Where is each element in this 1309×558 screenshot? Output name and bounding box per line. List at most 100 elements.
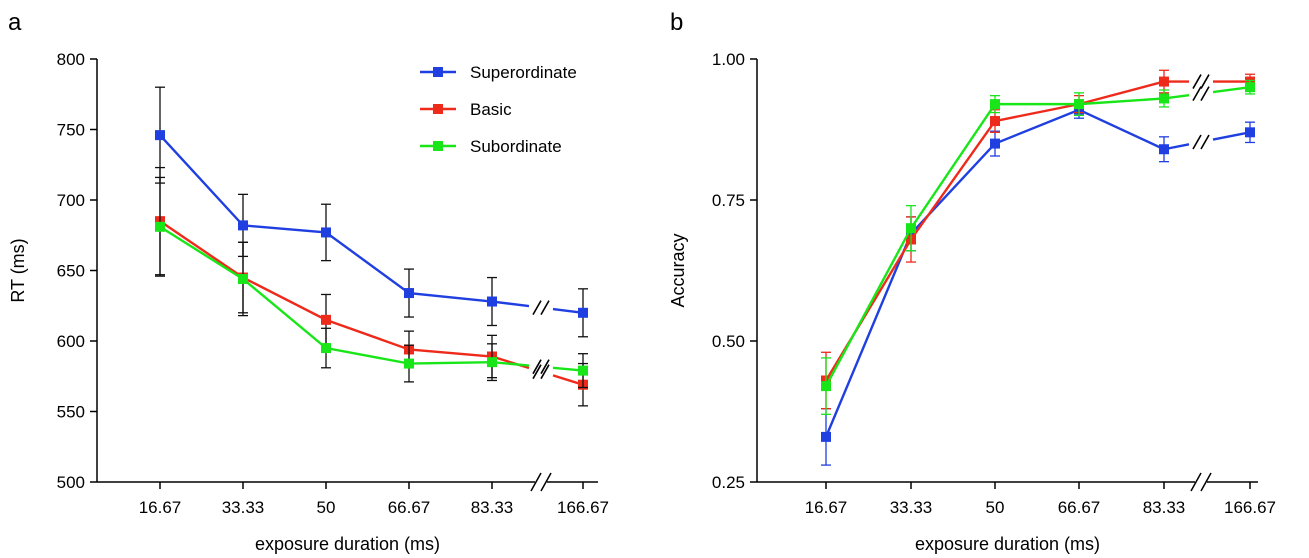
axis-break-mark	[1200, 472, 1212, 492]
data-point	[404, 358, 414, 369]
x-tick-label: 83.33	[471, 498, 514, 517]
series-break-mark	[532, 364, 542, 380]
panel-b-axes	[756, 59, 1258, 492]
y-tick-label: 0.75	[712, 191, 745, 210]
series-subordinate	[821, 79, 1255, 415]
data-point	[238, 273, 248, 284]
legend-marker	[433, 67, 443, 77]
panel-b: b 0.25 0.50 0.75 1.00 16.67 33.33 50 66.67 83.3…	[668, 9, 1276, 554]
y-tick-label: 550	[57, 403, 85, 422]
series-break-mark	[1192, 86, 1202, 102]
data-point	[238, 220, 248, 231]
data-point	[1245, 82, 1255, 93]
data-point	[1245, 127, 1255, 138]
data-point	[487, 357, 497, 368]
series-break-mark	[1192, 74, 1202, 89]
panel-a-x-ticks: 16.67 33.33 50 66.67 83.33 166.67	[139, 482, 609, 517]
axis-break-mark	[530, 472, 542, 492]
panel-a: a 500 550 600 650 700 750 800 16.67 33.33 50 66.6…	[8, 9, 609, 554]
panel-a-legend: Superordinate Basic Subordinate	[420, 63, 577, 156]
x-tick-label: 66.67	[1058, 498, 1101, 517]
y-tick-label: 650	[57, 262, 85, 281]
series-break-mark	[540, 300, 550, 315]
panel-a-series	[155, 86, 588, 407]
series-line-post-break	[1212, 86, 1251, 94]
data-point	[990, 99, 1000, 110]
panel-a-y-ticks: 500 550 600 650 700 750 800	[57, 50, 97, 492]
data-point	[821, 381, 831, 392]
x-tick-label: 83.33	[1143, 498, 1186, 517]
panel-b-letter: b	[670, 9, 683, 36]
data-point	[990, 116, 1000, 127]
panel-b-y-label: Accuracy	[668, 233, 688, 307]
legend-label: Subordinate	[470, 137, 562, 156]
y-tick-label: 600	[57, 332, 85, 351]
data-point	[578, 365, 588, 376]
data-point	[321, 343, 331, 354]
legend-label: Basic	[470, 100, 512, 119]
x-tick-label: 33.33	[222, 498, 265, 517]
data-point	[404, 288, 414, 299]
legend-marker	[433, 104, 443, 114]
data-point	[155, 130, 165, 141]
x-tick-label: 16.67	[139, 498, 182, 517]
x-tick-label: 33.33	[890, 498, 933, 517]
y-tick-label: 1.00	[712, 50, 745, 69]
data-point	[487, 296, 497, 307]
data-point	[321, 314, 331, 325]
y-tick-label: 700	[57, 191, 85, 210]
panel-a-x-label: exposure duration (ms)	[255, 534, 440, 554]
panel-a-letter: a	[8, 9, 22, 36]
panel-b-x-label: exposure duration (ms)	[915, 534, 1100, 554]
y-tick-label: 0.25	[712, 473, 745, 492]
panel-b-y-ticks: 0.25 0.50 0.75 1.00	[712, 50, 757, 492]
y-tick-label: 0.50	[712, 332, 745, 351]
series-line	[824, 108, 1165, 438]
series-break-mark	[532, 359, 542, 375]
data-point	[990, 138, 1000, 149]
data-point	[1159, 76, 1169, 87]
series-break-mark	[540, 359, 550, 375]
y-tick-label: 500	[57, 473, 85, 492]
panel-a-x-axis-break	[530, 472, 552, 492]
series-superordinate	[821, 100, 1255, 466]
series-break-mark	[1200, 86, 1210, 102]
legend-item: Subordinate	[420, 137, 562, 156]
panel-b-x-ticks: 16.67 33.33 50 66.67 83.33 166.67	[805, 482, 1276, 517]
series-line-post-break	[1212, 131, 1251, 141]
legend-label: Superordinate	[470, 63, 577, 82]
x-tick-label: 50	[317, 498, 336, 517]
series-superordinate	[155, 86, 588, 338]
x-tick-label: 166.67	[557, 498, 609, 517]
x-tick-label: 50	[986, 498, 1005, 517]
x-tick-label: 66.67	[388, 498, 431, 517]
series-break-mark	[540, 364, 550, 380]
series-break-mark	[1200, 74, 1210, 89]
series-basic	[155, 166, 588, 407]
data-point	[1159, 93, 1169, 104]
x-tick-label: 16.67	[805, 498, 848, 517]
series-break-mark	[532, 300, 542, 315]
series-break-mark	[1200, 134, 1210, 150]
legend-marker	[433, 141, 443, 151]
data-point	[155, 221, 165, 232]
data-point	[906, 223, 916, 234]
series-line-pre-break	[491, 300, 530, 308]
data-point	[578, 307, 588, 318]
data-point	[1074, 99, 1084, 110]
legend-item: Basic	[420, 100, 512, 119]
panel-a-y-label: RT (ms)	[8, 238, 28, 302]
y-tick-label: 800	[57, 50, 85, 69]
panel-b-x-axis-break	[1190, 472, 1212, 492]
legend-item: Superordinate	[420, 63, 577, 82]
series-break-mark	[1192, 134, 1202, 150]
data-point	[321, 227, 331, 238]
x-tick-label: 166.67	[1224, 498, 1276, 517]
panel-a-axes	[96, 59, 598, 492]
series-line-pre-break	[491, 360, 530, 367]
data-point	[1159, 144, 1169, 155]
panel-b-series	[821, 69, 1255, 466]
axis-break-mark	[1190, 472, 1202, 492]
y-tick-label: 750	[57, 121, 85, 140]
